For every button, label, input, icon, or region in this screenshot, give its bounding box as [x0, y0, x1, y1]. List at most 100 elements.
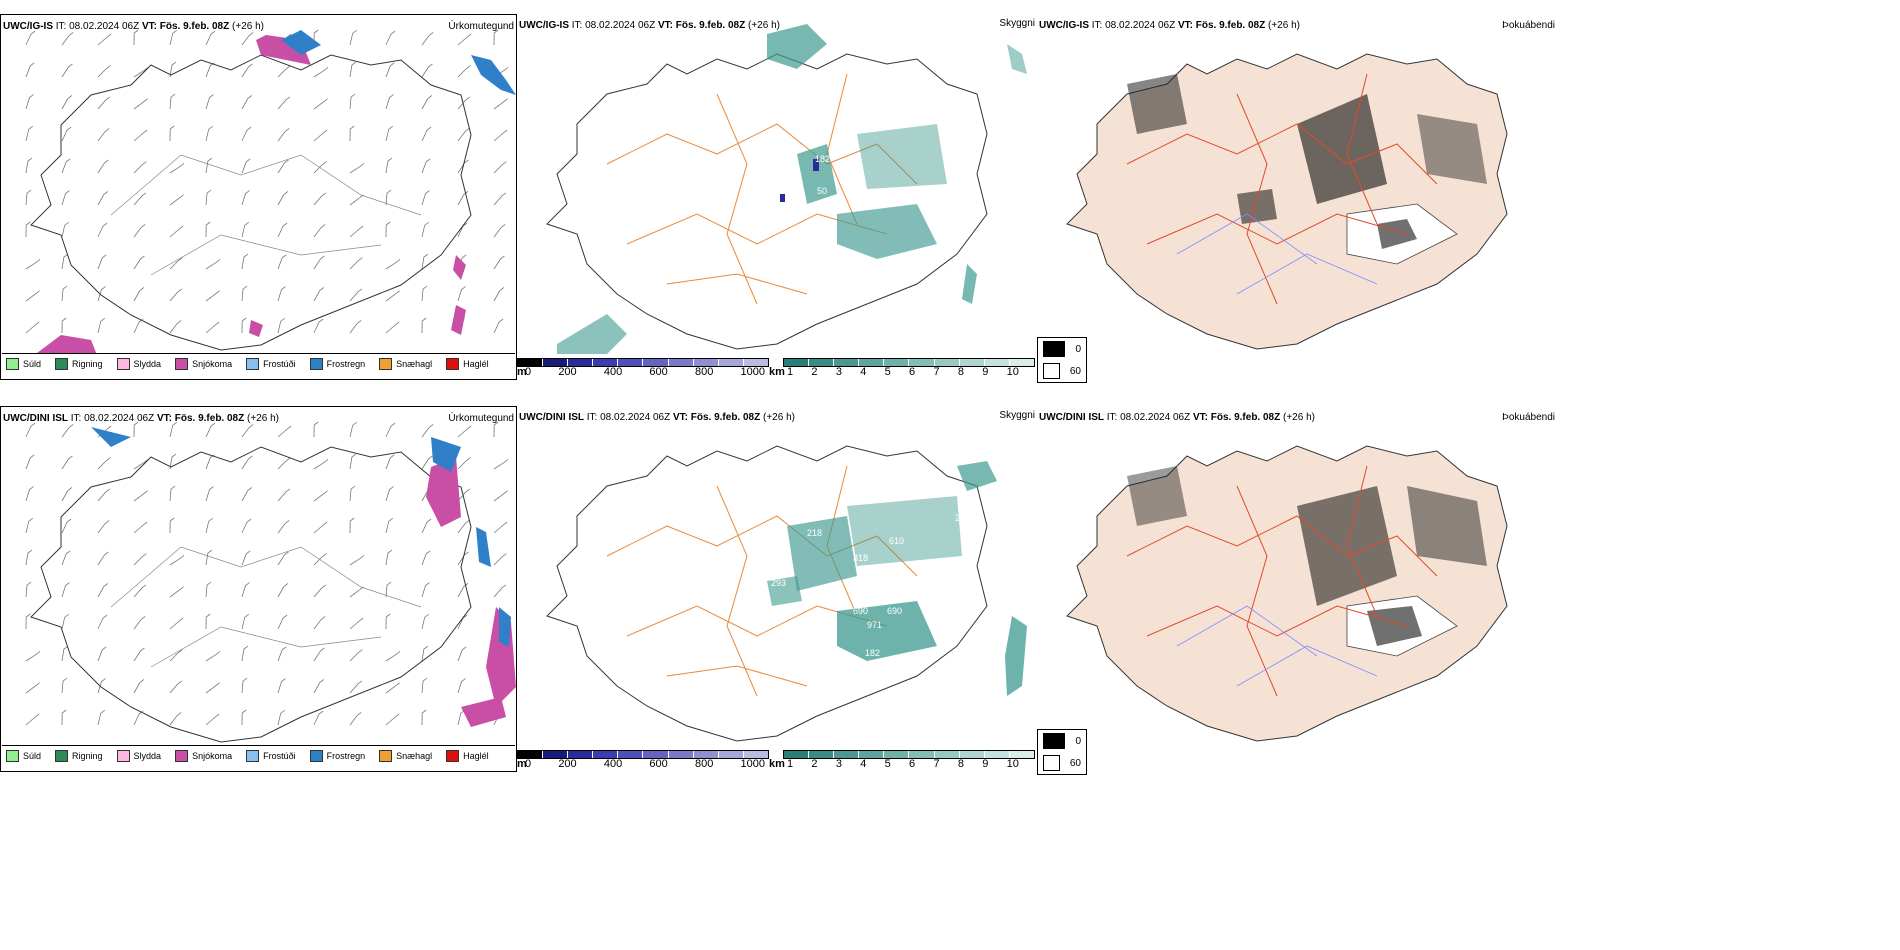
wind-barb — [133, 679, 145, 694]
cloud-panel-top: 182 50 196 38 UWC/IG-IS IT: 08.02.2024 0… — [517, 14, 1037, 380]
panel-title: Skyggni — [999, 18, 1035, 29]
wind-barb — [205, 94, 214, 110]
colorbar-step — [909, 751, 935, 758]
colorbar-tick: 9 — [982, 366, 989, 378]
legend-swatch — [246, 358, 260, 370]
colorbar-step — [643, 359, 669, 366]
wind-barb — [25, 422, 36, 438]
wind-barb — [385, 30, 396, 46]
issue-time: IT: 08.02.2024 06Z — [571, 20, 656, 31]
wind-barb — [61, 455, 73, 470]
wind-barb — [277, 457, 291, 470]
colorbar-step — [568, 359, 594, 366]
wind-barb — [205, 651, 221, 662]
wind-barb — [313, 710, 324, 726]
wind-barb — [385, 454, 395, 470]
colorbar-step — [1009, 359, 1034, 366]
colorbar-step — [593, 359, 619, 366]
wind-barb — [421, 455, 433, 470]
colorbar-step — [959, 359, 985, 366]
legend-item: Rigning — [55, 750, 103, 762]
wind-barb — [493, 129, 508, 142]
wind-barb — [457, 425, 472, 438]
wind-barb — [277, 128, 290, 142]
wind-barb — [277, 551, 289, 566]
wind-barb — [385, 221, 391, 238]
wind-barb — [205, 30, 216, 46]
fog-legend-label: 60 — [1069, 365, 1081, 377]
colorbar-tick: 3 — [835, 366, 842, 378]
legend-item: Frostúði — [246, 358, 296, 370]
colorbar-step — [809, 359, 835, 366]
legend-label: Haglél — [463, 359, 489, 369]
valid-time: VT: Fös. 9.feb. 08Z — [672, 412, 761, 423]
ceiling-label: 38 — [765, 316, 775, 326]
wind-barb — [313, 129, 328, 142]
wind-barb — [421, 190, 430, 206]
ceiling-unit: m — [517, 758, 527, 770]
wind-barb — [133, 490, 148, 502]
wind-barb — [313, 553, 327, 566]
colorbar-step — [743, 751, 768, 758]
wind-barb — [277, 222, 288, 238]
wind-barb — [421, 32, 434, 46]
wind-barb — [241, 95, 253, 110]
model-name: UWC/IG-IS — [519, 20, 569, 31]
wind-barb — [421, 709, 427, 726]
ceiling-label: 182 — [815, 154, 830, 164]
wind-barb — [313, 616, 326, 630]
wind-barb — [25, 651, 41, 662]
legend-item: Frostúði — [246, 750, 296, 762]
legend-item: Rigning — [55, 358, 103, 370]
precip-panel-bottom: UWC/DINI ISL IT: 08.02.2024 06Z VT: Fös.… — [0, 406, 517, 772]
model-name: UWC/DINI ISL — [1039, 412, 1104, 423]
cloud-panel-bottom: 720 261 218 610 318 293 690 690 971 182 … — [517, 406, 1037, 772]
colorbar-tick: 8 — [957, 758, 964, 770]
fog-legend-swatch — [1043, 755, 1060, 771]
colorbar-tick: 1000 — [740, 758, 765, 770]
colorbar-tick: 10 — [1006, 366, 1019, 378]
wind-barb — [205, 157, 213, 174]
wind-barb — [25, 549, 33, 566]
wind-barb — [421, 253, 429, 270]
wind-barb — [421, 518, 432, 534]
wind-barb — [205, 189, 212, 206]
wind-barb — [25, 125, 33, 142]
wind-barb — [241, 550, 251, 566]
legend-label: Haglél — [463, 751, 489, 761]
wind-barb — [349, 712, 362, 726]
wind-barb — [421, 550, 431, 566]
wind-barb — [457, 65, 471, 78]
fog-panel-bottom: UWC/DINI ISL IT: 08.02.2024 06Z VT: Fös.… — [1037, 406, 1557, 772]
iceland-cloud-map-top: 182 50 196 38 — [546, 24, 1027, 354]
colorbar-step — [518, 359, 544, 366]
wind-barb — [25, 581, 32, 598]
lead-time: (+26 h) — [1283, 412, 1315, 423]
wind-barb — [349, 93, 356, 110]
wind-barb — [313, 161, 327, 174]
legend-label: Súld — [23, 751, 42, 761]
wind-barb — [61, 709, 67, 726]
valid-time: VT: Fös. 9.feb. 08Z — [156, 413, 245, 424]
wind-barb — [169, 517, 175, 534]
wind-barb — [313, 287, 325, 302]
fog-legend-item: 60 — [1038, 360, 1086, 382]
fog-legend-item: 60 — [1038, 752, 1086, 774]
legend-swatch — [175, 358, 189, 370]
wind-barb — [169, 125, 175, 142]
wind-barb — [61, 158, 71, 174]
wind-barb — [277, 425, 292, 438]
wind-barb — [421, 95, 433, 110]
wind-barb — [457, 709, 465, 726]
wind-barb — [421, 613, 429, 630]
wind-barb — [457, 457, 471, 470]
wind-barb — [421, 158, 431, 174]
wind-barb — [277, 646, 287, 662]
lead-time: (+26 h) — [232, 21, 264, 32]
colorbar-tick: 800 — [694, 758, 714, 770]
legend-swatch — [309, 750, 323, 762]
wind-barb — [349, 617, 364, 630]
issue-time: IT: 08.02.2024 06Z — [55, 21, 140, 32]
legend-label: Snjókoma — [192, 359, 233, 369]
ceiling-label: 610 — [889, 536, 904, 546]
